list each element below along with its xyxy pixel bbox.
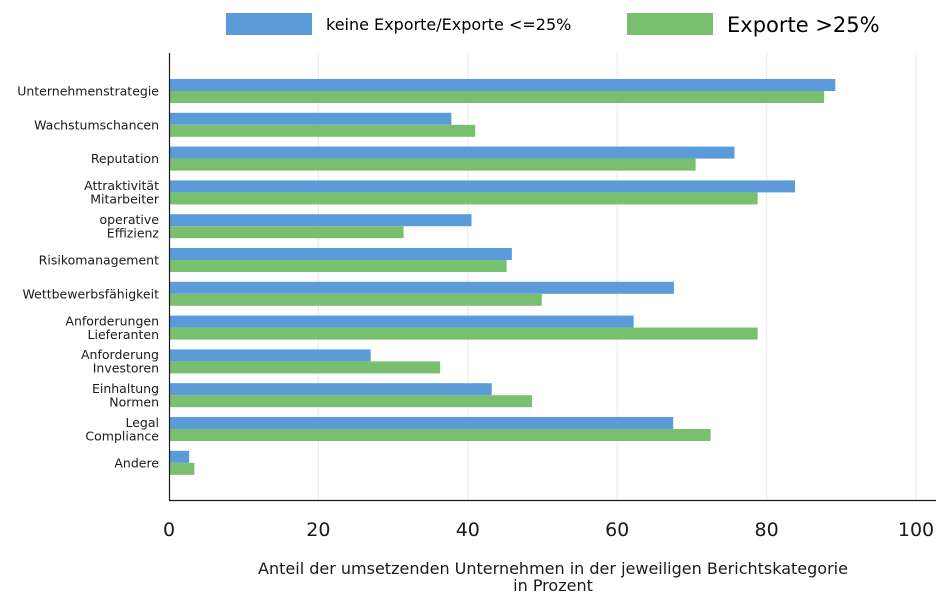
bar-series-1 bbox=[169, 417, 674, 429]
bar-series-1 bbox=[169, 450, 190, 463]
bar-series-2 bbox=[169, 361, 441, 374]
bar-series-2 bbox=[169, 327, 758, 340]
legend-swatch bbox=[226, 13, 312, 35]
x-axis-title: Anteil der umsetzenden Unternehmen in de… bbox=[258, 559, 848, 595]
legend: keine Exporte/Exporte <=25% Exporte >25% bbox=[226, 13, 880, 37]
bar-series-1 bbox=[169, 214, 472, 227]
x-tick-label: 80 bbox=[755, 519, 779, 541]
x-tick-label: 0 bbox=[163, 519, 175, 541]
bar-series-1 bbox=[169, 79, 836, 91]
bar-series-2 bbox=[169, 226, 404, 239]
bar-series-1 bbox=[169, 281, 674, 294]
category-label: Andere bbox=[114, 455, 159, 470]
bar-series-1 bbox=[169, 180, 795, 193]
x-tick-label: 40 bbox=[456, 519, 480, 541]
category-label: Risikomanagement bbox=[39, 253, 159, 268]
category-label: Unternehmenstrategie bbox=[17, 84, 159, 99]
legend-label: Exporte >25% bbox=[727, 13, 880, 37]
category-label: Anforderung Investoren bbox=[81, 347, 159, 376]
legend-label: keine Exporte/Exporte <=25% bbox=[326, 15, 571, 34]
category-label: Anforderungen Lieferanten bbox=[65, 313, 159, 342]
bar-series-1 bbox=[169, 248, 512, 260]
bar-series-2 bbox=[169, 260, 507, 272]
category-label: Wachstumschancen bbox=[34, 117, 159, 132]
bar-series-2 bbox=[169, 429, 711, 441]
x-axis-title-text: Anteil der umsetzenden Unternehmen in de… bbox=[258, 559, 848, 595]
bar-series-1 bbox=[169, 315, 634, 328]
category-label: Wettbewerbsfähigkeit bbox=[23, 286, 160, 301]
category-labels: Unternehmenstrategie Wachstumschancen Repu… bbox=[17, 84, 160, 471]
bar-series-2 bbox=[169, 293, 542, 306]
bars bbox=[169, 79, 836, 475]
bar-series-2 bbox=[169, 91, 825, 103]
x-tick-label: 20 bbox=[306, 519, 330, 541]
x-tick-labels: 0 20 40 60 80 100 bbox=[163, 519, 934, 541]
bar-series-1 bbox=[169, 349, 371, 362]
category-label: Attraktivität Mitarbeiter bbox=[84, 178, 160, 207]
legend-swatch bbox=[627, 13, 713, 35]
bar-series-2 bbox=[169, 158, 696, 171]
bar-series-1 bbox=[169, 383, 492, 396]
bar-series-1 bbox=[169, 112, 452, 125]
category-label: operative Effizienz bbox=[99, 212, 159, 241]
axes bbox=[168, 53, 936, 502]
category-label: Legal Compliance bbox=[85, 415, 159, 444]
bar-series-2 bbox=[169, 124, 476, 137]
x-tick-label: 100 bbox=[898, 519, 934, 541]
x-tick-label: 60 bbox=[605, 519, 629, 541]
category-label: Reputation bbox=[91, 151, 159, 166]
category-label: Einhaltung Normen bbox=[92, 381, 159, 410]
bar-series-2 bbox=[169, 395, 533, 408]
bar-series-2 bbox=[169, 192, 758, 205]
bar-series-1 bbox=[169, 146, 735, 159]
bar-series-2 bbox=[169, 462, 195, 475]
